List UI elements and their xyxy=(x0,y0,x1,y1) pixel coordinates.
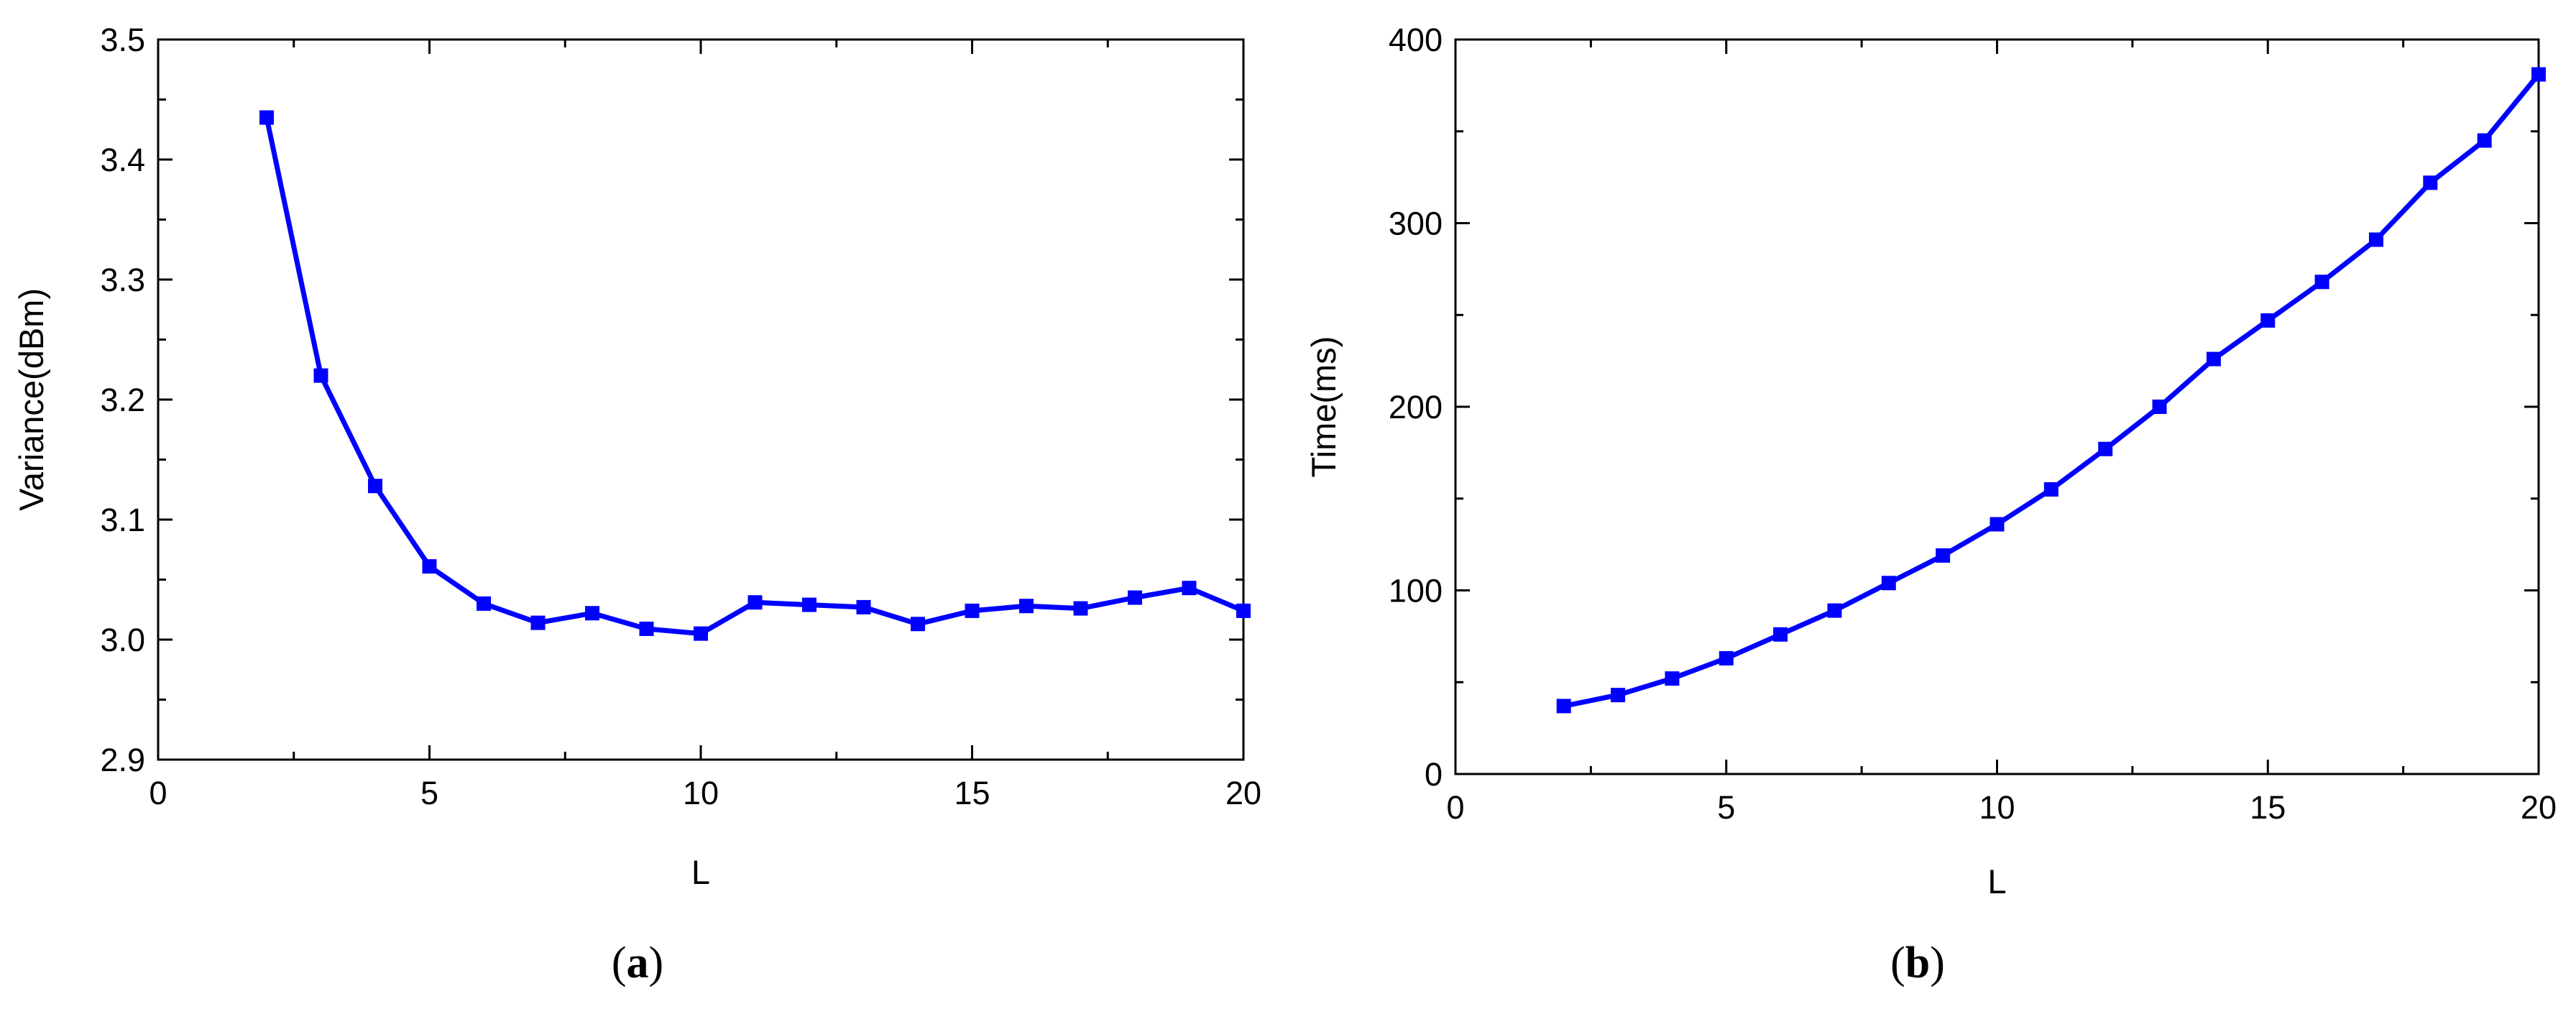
data-point xyxy=(313,368,328,383)
data-point xyxy=(911,617,925,632)
data-point xyxy=(1665,671,1680,686)
data-point xyxy=(1990,517,2005,532)
x-tick-label: 5 xyxy=(420,775,438,811)
x-tick-label: 0 xyxy=(149,775,167,811)
data-point xyxy=(1019,599,1034,614)
series-line xyxy=(264,116,1245,637)
data-point xyxy=(802,597,816,612)
data-point xyxy=(2423,175,2438,190)
data-point xyxy=(2206,351,2221,367)
data-point xyxy=(748,595,763,610)
x-tick-label: 10 xyxy=(683,775,719,811)
data-point xyxy=(477,596,491,611)
data-point xyxy=(1073,601,1088,616)
y-axis-label: Time(ms) xyxy=(1305,336,1343,478)
y-tick-label: 400 xyxy=(1389,22,1443,58)
data-point xyxy=(1128,590,1142,605)
data-point xyxy=(965,603,980,618)
y-tick-label: 3.0 xyxy=(100,622,145,658)
data-point xyxy=(1182,581,1197,596)
x-tick-label: 0 xyxy=(1446,789,1464,826)
data-point xyxy=(1827,603,1842,618)
data-point xyxy=(1556,699,1571,714)
y-tick-label: 300 xyxy=(1389,206,1443,242)
data-point xyxy=(530,615,546,630)
y-tick-label: 3.1 xyxy=(100,502,145,538)
data-point xyxy=(2477,133,2492,148)
data-point xyxy=(2098,441,2113,456)
panel-label: (a) xyxy=(612,939,663,987)
data-point xyxy=(259,110,274,125)
y-tick-label: 3.4 xyxy=(100,142,145,178)
x-tick-label: 15 xyxy=(954,775,990,811)
chart-panel-a: 0 5 10 15 20 2.9 3.0 3.1 3.2 3.3 3.4 3.5 L Variance(d… xyxy=(12,22,1261,987)
data-point xyxy=(585,606,599,621)
series-line xyxy=(1563,73,2541,709)
data-point xyxy=(1719,651,1734,666)
x-tick-label: 20 xyxy=(1225,775,1261,811)
x-tick-label: 5 xyxy=(1717,789,1735,826)
y-axis-label: Variance(dBm) xyxy=(12,288,50,511)
y-tick-label: 0 xyxy=(1425,756,1443,793)
x-axis-label: L xyxy=(691,853,710,891)
data-point xyxy=(1773,627,1788,642)
data-point xyxy=(694,626,708,641)
plot-frame xyxy=(157,38,1245,761)
data-point xyxy=(422,559,437,574)
plot-frame xyxy=(1454,38,2540,775)
data-point xyxy=(639,621,654,636)
y-tick-label: 3.2 xyxy=(100,382,145,418)
x-tick-label: 15 xyxy=(2250,789,2286,826)
y-tick-label: 100 xyxy=(1389,573,1443,609)
y-tick-label: 200 xyxy=(1389,389,1443,425)
y-tick-label: 3.5 xyxy=(100,22,145,58)
data-point xyxy=(2152,400,2167,414)
data-point xyxy=(2260,313,2276,328)
data-point xyxy=(2043,482,2058,497)
y-tick-label: 2.9 xyxy=(100,742,145,778)
data-point xyxy=(2531,67,2546,82)
data-point xyxy=(2314,275,2329,290)
data-point xyxy=(856,599,871,614)
data-point xyxy=(368,479,382,494)
x-axis-label: L xyxy=(1987,862,2006,900)
data-point xyxy=(1236,603,1251,618)
data-point xyxy=(1611,688,1626,703)
data-point xyxy=(2368,232,2383,247)
x-tick-label: 10 xyxy=(1979,789,2015,826)
panel-label: (b) xyxy=(1890,939,1945,987)
data-point xyxy=(1936,548,1951,563)
x-tick-label: 20 xyxy=(2521,789,2557,826)
y-tick-label: 3.3 xyxy=(100,262,145,298)
data-point xyxy=(1881,576,1896,591)
